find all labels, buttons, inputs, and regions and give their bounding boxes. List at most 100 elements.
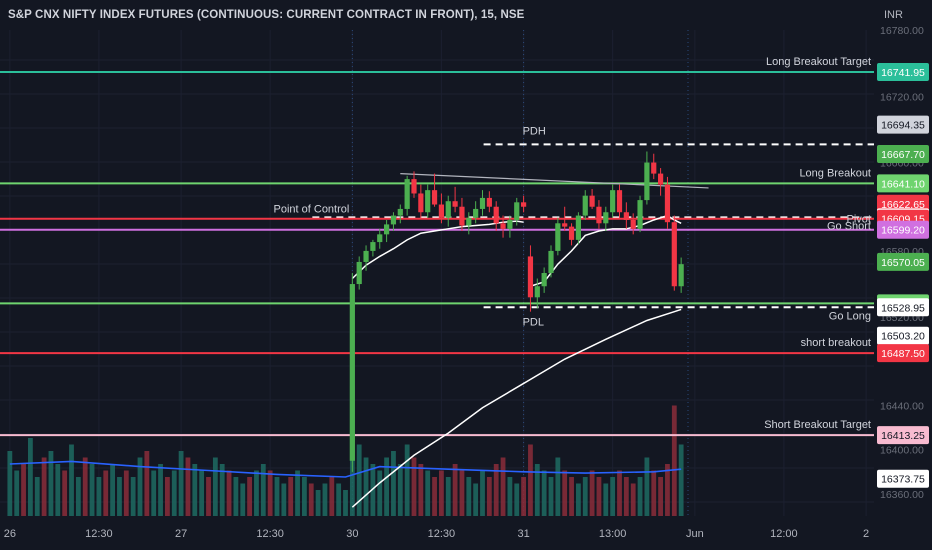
time-axis-tick: 31 <box>517 528 529 540</box>
volume-bar <box>89 464 95 516</box>
ma-curve <box>351 308 682 508</box>
volume-bar <box>528 444 533 516</box>
volume-bar <box>541 470 547 516</box>
volume-bar <box>576 483 581 516</box>
label-pdh: PDH <box>523 125 546 137</box>
price-label: 16413.25 <box>881 430 925 442</box>
candle-body <box>397 208 403 216</box>
price-label-box <box>877 220 929 239</box>
volume-bar <box>486 477 492 516</box>
volume-bar <box>144 451 150 516</box>
volume-bar <box>308 483 314 516</box>
volume-bar <box>617 470 622 516</box>
volume-bar <box>260 464 266 516</box>
candle-body <box>589 195 595 207</box>
volume-bar <box>665 464 670 516</box>
volume-bar <box>466 477 472 516</box>
candle-body <box>473 208 479 218</box>
candle-body <box>678 264 684 287</box>
volume-bar <box>103 470 109 516</box>
volume-bar <box>445 477 451 516</box>
volume-bar <box>96 477 102 516</box>
price-label: 16599.20 <box>881 225 925 237</box>
volume-bar <box>219 464 225 516</box>
volume-bar <box>178 451 184 516</box>
volume-bar <box>55 464 61 516</box>
time-axis-tick: 30 <box>346 528 358 540</box>
volume-bar <box>507 477 513 516</box>
volume-bar <box>267 470 273 516</box>
candle-body <box>493 206 499 224</box>
volume-bar <box>637 477 643 516</box>
volume-bar <box>158 464 163 516</box>
volume-bar <box>247 477 252 516</box>
candle-body <box>438 204 444 218</box>
label-pdl: PDL <box>523 316 544 328</box>
volume-bar <box>14 470 20 516</box>
candle-body <box>521 202 527 207</box>
label-go-long: Go Long <box>829 310 871 322</box>
candle-body <box>616 190 623 213</box>
time-axis-tick: Jun <box>686 528 704 540</box>
candle-body <box>445 201 451 218</box>
volume-bar <box>521 477 526 516</box>
price-label-box <box>877 469 929 488</box>
volume-bar <box>69 444 74 516</box>
volume-bar <box>117 477 122 516</box>
price-label-box <box>877 252 929 271</box>
level-label: short breakout <box>801 337 871 349</box>
volume-bar <box>363 457 369 516</box>
volume-bar <box>377 470 383 516</box>
candle-body <box>541 273 547 287</box>
price-axis-tick: 16720.00 <box>880 91 924 103</box>
candle-body <box>418 193 424 213</box>
candle-body <box>534 286 540 298</box>
candle-body <box>363 250 369 262</box>
volume-bar <box>658 477 663 516</box>
candle-body <box>527 256 534 298</box>
volume-bar <box>123 470 129 516</box>
candle-body <box>596 206 602 224</box>
volume-bar <box>418 464 424 516</box>
time-axis-tick: 12:30 <box>428 528 456 540</box>
price-label-box <box>877 426 929 445</box>
price-label: 16528.95 <box>881 302 925 314</box>
volume-bar <box>671 405 677 516</box>
volume-bar <box>493 464 499 516</box>
volume-bar <box>678 444 684 516</box>
candle-body <box>514 202 520 220</box>
candle-body <box>548 250 554 273</box>
level-label: Pivot <box>847 214 871 226</box>
volume-bar <box>288 477 294 516</box>
price-axis-tick: 16440.00 <box>880 401 924 413</box>
candle-body <box>658 173 664 185</box>
volume-bar <box>500 457 506 516</box>
price-label: 16570.05 <box>881 257 925 269</box>
volume-bar <box>391 451 396 516</box>
volume-bar <box>630 483 636 516</box>
volume-bar <box>425 470 431 516</box>
level-label: Short Breakout Target <box>764 419 871 431</box>
volume-bar <box>439 470 444 516</box>
level-label: Long Breakout <box>799 167 871 179</box>
price-label: 16694.35 <box>881 120 925 132</box>
volume-bar <box>356 444 362 516</box>
volume-bar <box>610 477 616 516</box>
volume-bar <box>240 483 246 516</box>
candle-body <box>651 162 657 174</box>
candle-body <box>390 215 397 225</box>
candle-body <box>671 222 677 287</box>
candle-body <box>356 261 362 285</box>
volume-bar <box>254 470 259 516</box>
volume-bar <box>233 477 239 516</box>
volume-bar <box>384 457 389 516</box>
candle-body <box>603 212 609 224</box>
volume-bar <box>569 477 574 516</box>
candle-body <box>479 197 486 209</box>
candle-body <box>486 197 492 207</box>
volume-bar <box>480 470 485 516</box>
candle-body <box>384 224 390 235</box>
price-axis-tick: 16400.00 <box>880 445 924 457</box>
